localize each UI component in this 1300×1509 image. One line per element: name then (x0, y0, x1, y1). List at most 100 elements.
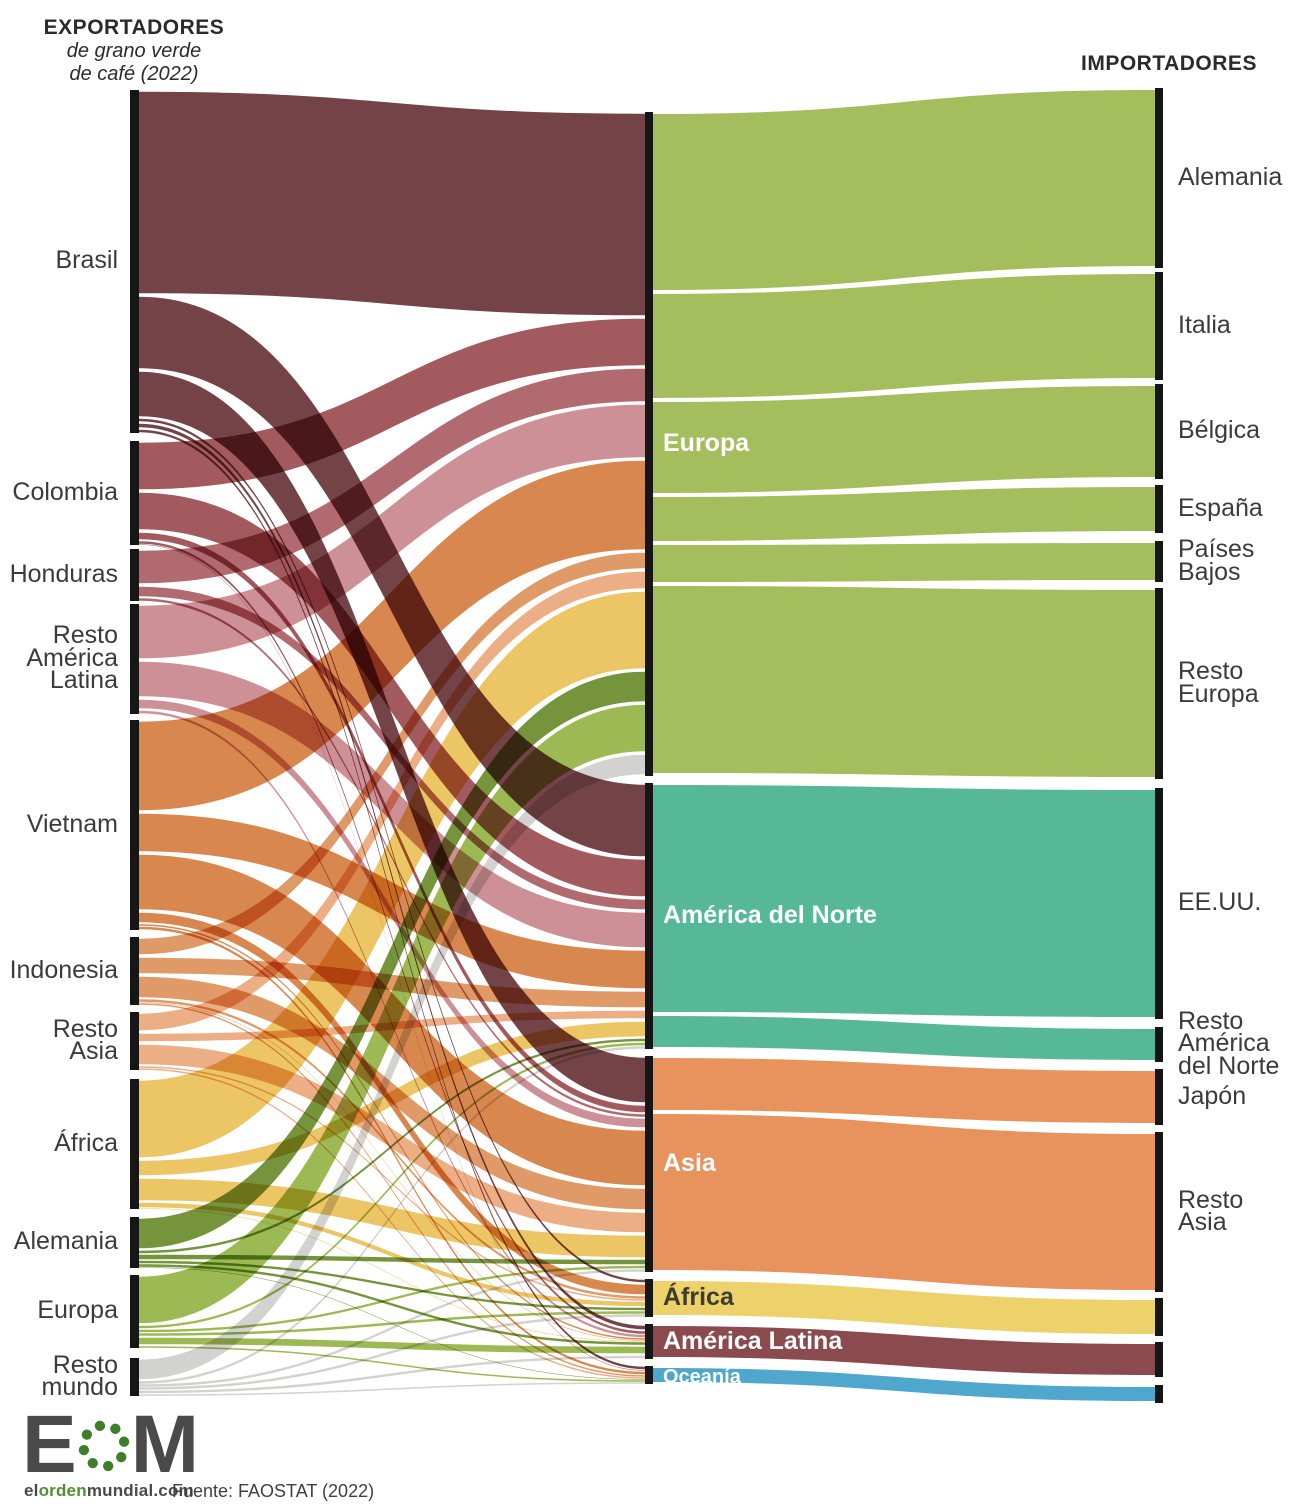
importers-title: IMPORTADORES (1081, 52, 1257, 75)
node-resto_europa (1155, 588, 1163, 779)
node-america_latina (645, 1324, 653, 1359)
node-resto_america_norte (1155, 1027, 1163, 1062)
flow-alemania_exp-europa (139, 671, 645, 1249)
label-exporter-resto_asia_exp: Resto Asia (52, 1014, 118, 1065)
node-alemania (1155, 88, 1163, 268)
flow-brasil-asia (139, 371, 645, 1103)
flow-europa-espana (653, 487, 1155, 541)
label-importer-italia: Italia (1178, 310, 1231, 339)
label-exporter-resto_america_latina: Resto América Latina (26, 621, 118, 695)
flow-europa-paises_bajos (653, 543, 1155, 582)
logo-letter-m: M (130, 1399, 200, 1490)
label-exporter-vietnam: Vietnam (26, 809, 118, 838)
flow-alemania_exp-africa (139, 1260, 645, 1311)
label-region-america_del_norte: América del Norte (663, 901, 877, 929)
node-america_del_norte (645, 783, 653, 1049)
flow-resto_mundo-europa (139, 754, 645, 1380)
node-brasil (130, 90, 139, 433)
label-exporter-indonesia: Indonesia (9, 955, 118, 984)
flow-europa_exp-africa (139, 1311, 645, 1336)
label-region-europa: Europa (663, 429, 750, 457)
flow-indonesia-europa (139, 552, 645, 955)
site-url-el: el (24, 1481, 39, 1500)
flow-resto_mundo-oceania (139, 1382, 645, 1396)
label-importer-alemania: Alemania (1178, 162, 1283, 191)
site-url: elordenmundial.com (24, 1481, 194, 1501)
node-alemania_exp (130, 1217, 139, 1268)
flow-africa-africa_imp (653, 1281, 1155, 1334)
node-resto_america_latina (130, 604, 139, 714)
flow-honduras-europa (139, 368, 645, 584)
label-region-oceania: Oceanía (663, 1365, 741, 1388)
node-japon (1155, 1069, 1163, 1125)
node-eeuu (1155, 788, 1163, 1019)
flow-europa_exp-america_del_norte (139, 1042, 645, 1329)
flow-resto_mundo-asia (139, 1269, 645, 1387)
label-importer-resto_asia_imp: Resto Asia (1178, 1185, 1244, 1236)
flow-resto_mundo-america_latina (139, 1355, 645, 1394)
flow-europa_exp-america_latina (139, 1337, 645, 1354)
flow-oceania-oceania_imp (653, 1368, 1155, 1401)
node-europa_exp (130, 1275, 139, 1348)
node-africa (645, 1279, 653, 1317)
flow-europa_exp-europa (139, 704, 645, 1324)
flow-colombia-america_latina (139, 541, 645, 1334)
node-africa_exp (130, 1079, 139, 1209)
flow-indonesia-america_latina (139, 1002, 645, 1341)
node-europa (645, 112, 653, 776)
logo-letter-e: E (22, 1399, 77, 1490)
flow-europa-italia (653, 274, 1155, 398)
site-url-mundial: mundial.com (86, 1481, 194, 1500)
flow-asia-resto_asia_imp (653, 1114, 1155, 1290)
node-paises_bajos (1155, 541, 1163, 582)
flow-brasil-america_del_norte (139, 296, 645, 857)
node-espana (1155, 485, 1163, 533)
flow-resto_mundo-africa (139, 1314, 645, 1390)
label-importer-paises_bajos: Países Bajos (1178, 535, 1255, 586)
node-resto_asia_imp (1155, 1132, 1163, 1292)
flow-america_del_norte-resto_america_norte (653, 1016, 1155, 1060)
flow-resto_asia_exp-asia (139, 1044, 645, 1233)
label-importer-resto_europa: Resto Europa (1178, 657, 1259, 708)
flow-asia-japon (653, 1058, 1155, 1123)
label-importer-eeuu: EE.UU. (1178, 888, 1262, 917)
eom-logo: E M (22, 1399, 200, 1490)
flow-indonesia-africa (139, 999, 645, 1299)
flow-america_latina-america_latina_imp (653, 1326, 1155, 1375)
flow-alemania_exp-america_del_norte (139, 1038, 645, 1254)
site-url-orden: orden (38, 1481, 87, 1500)
flow-europa_exp-asia (139, 1265, 645, 1333)
flow-america_del_norte-eeuu (653, 785, 1155, 1017)
label-region-africa: África (663, 1283, 734, 1311)
label-importer-resto_america_norte: Resto América del Norte (1178, 1006, 1280, 1080)
label-region-america_latina: América Latina (663, 1326, 843, 1355)
node-resto_asia_exp (130, 1012, 139, 1070)
label-importer-japon: Japón (1178, 1081, 1247, 1110)
label-exporter-resto_mundo: Resto mundo (41, 1350, 118, 1401)
flow-brasil-europa (139, 91, 645, 316)
node-asia (645, 1056, 653, 1272)
node-belgica (1155, 384, 1163, 479)
flow-colombia-america_del_norte (139, 492, 645, 897)
node-africa_imp (1155, 1298, 1163, 1336)
flow-europa-resto_europa (653, 586, 1155, 777)
flow-africa_exp-europa (139, 591, 645, 1158)
flow-resto_mundo-america_del_norte (139, 1046, 645, 1384)
node-oceania_imp (1155, 1385, 1163, 1403)
flow-resto_asia_exp-europa (139, 571, 645, 1031)
label-region-asia: Asia (663, 1149, 716, 1177)
flow-vietnam-oceania (139, 926, 645, 1375)
node-indonesia (130, 937, 139, 1005)
flow-europa_exp-oceania (139, 1346, 645, 1382)
flow-colombia-asia (139, 532, 645, 1113)
flow-africa_exp-africa (139, 1202, 645, 1307)
node-resto_mundo (130, 1358, 139, 1396)
node-colombia (130, 441, 139, 545)
flow-africa_exp-asia (139, 1178, 645, 1258)
flow-vietnam-europa (139, 460, 645, 811)
flow-europa-alemania (653, 90, 1155, 290)
label-importer-belgica: Bélgica (1178, 416, 1260, 445)
exporters-subtitle: de grano verde de café (2022) (66, 40, 202, 85)
